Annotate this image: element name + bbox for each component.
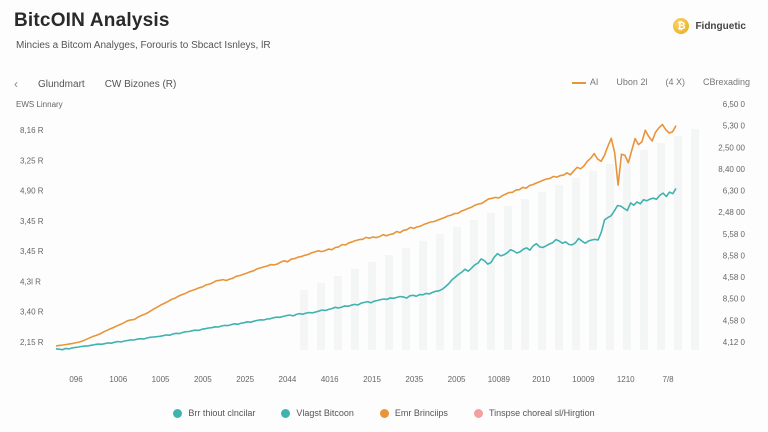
x-tick: 096 — [69, 375, 83, 384]
background-bar — [623, 157, 631, 350]
x-tick: 2044 — [279, 375, 297, 384]
legend-short-label: AI — [589, 77, 599, 87]
y-tick-right: 2,48 00 — [718, 208, 745, 217]
x-tick: 1005 — [152, 375, 170, 384]
background-bar — [368, 262, 376, 350]
brand-label: Fidnguetic — [695, 20, 746, 32]
y-tick-left: 4,90 R — [20, 187, 44, 196]
x-tick: 2035 — [405, 375, 423, 384]
background-bar — [334, 276, 342, 350]
x-tick: 10009 — [572, 375, 595, 384]
background-bar — [521, 199, 529, 350]
x-tick: 2015 — [363, 375, 381, 384]
y-tick-right: 4,58 0 — [723, 273, 746, 282]
background-bar — [555, 185, 563, 350]
y-tick-right: 6,30 0 — [723, 187, 746, 196]
legend-item[interactable]: Brr thiout clncilar — [173, 408, 255, 418]
background-bar — [470, 220, 478, 350]
left-axis-unit: EWS Linnary — [16, 100, 63, 109]
x-tick: 10089 — [488, 375, 511, 384]
background-bar — [351, 269, 359, 350]
y-tick-right: 4,58 0 — [723, 316, 746, 325]
legend-item[interactable]: Vlagst Bitcoon — [281, 408, 354, 418]
zoom-control[interactable]: (4 X) — [665, 77, 685, 87]
x-tick: 2010 — [532, 375, 550, 384]
background-bar — [606, 164, 614, 350]
background-bar — [487, 213, 495, 350]
y-tick-right: 6,50 0 — [723, 100, 746, 109]
background-bar — [300, 290, 308, 350]
y-tick-left: 3,25 R — [20, 156, 44, 165]
y-tick-right: 8,58 0 — [723, 251, 746, 260]
tab-glundmart[interactable]: Glundmart — [38, 78, 85, 90]
legend-swatch — [379, 408, 389, 418]
series-line-orange — [55, 123, 677, 347]
legend-short[interactable]: AI — [571, 77, 599, 87]
legend-label: Tinspse choreal sl/Hirgtion — [488, 408, 595, 418]
series-line-teal — [55, 187, 677, 351]
x-tick: 4016 — [321, 375, 339, 384]
legend-label: Brr thiout clncilar — [188, 408, 256, 418]
y-tick-right: 8,40 00 — [718, 165, 745, 174]
background-bar — [402, 248, 410, 350]
brand[interactable]: ₿ Fidnguetic — [673, 18, 746, 34]
page-title: BitcOIN Analysis — [14, 10, 170, 31]
background-bar — [572, 178, 580, 350]
background-bar — [657, 143, 665, 350]
background-bar — [538, 192, 546, 350]
chart-toolbar: ‹ Glundmart CW Bizones (R) — [14, 77, 176, 91]
background-bar — [691, 129, 699, 350]
orange-line-swatch — [571, 81, 586, 84]
chart-legend: Brr thiout clncilar Vlagst Bitcoon Emr B… — [0, 408, 768, 418]
legend-swatch — [473, 408, 483, 418]
background-bar — [504, 206, 512, 350]
background-bar — [317, 283, 325, 350]
background-bar — [453, 227, 461, 350]
y-tick-right: 5,30 0 — [723, 122, 746, 131]
y-tick-right: 8,50 0 — [723, 295, 746, 304]
background-bar — [674, 136, 682, 350]
background-bar — [436, 234, 444, 350]
x-tick: 7/8 — [662, 375, 674, 384]
tab-cw-bizones[interactable]: CW Bizones (R) — [104, 78, 177, 90]
legend-swatch — [173, 408, 183, 418]
y-tick-left: 3,45 R — [20, 247, 44, 256]
y-tick-left: 3,40 R — [20, 308, 44, 317]
y-tick-right: 2,50 00 — [718, 143, 745, 152]
bitcoin-coin-icon: ₿ — [673, 18, 690, 34]
x-tick: 2025 — [236, 375, 254, 384]
y-tick-left: 8,16 R — [20, 126, 44, 135]
background-bar — [385, 255, 393, 350]
x-tick: 2005 — [194, 375, 212, 384]
background-bar — [589, 171, 597, 350]
x-tick: 1006 — [109, 375, 127, 384]
page-subtitle: Mincies a Bitcom Analyges, Forouris to S… — [16, 40, 271, 51]
y-tick-left: 2,15 R — [20, 338, 44, 347]
chart-controls: AI Ubon 2l (4 X) CBrexading — [571, 77, 750, 87]
legend-item[interactable]: Emr Brinciips — [379, 408, 448, 418]
legend-swatch — [281, 408, 291, 418]
x-tick: 1210 — [617, 375, 635, 384]
range-selector[interactable]: Ubon 2l — [616, 77, 648, 87]
legend-label: Vlagst Bitcoon — [296, 408, 354, 418]
right-axis-title: CBrexading — [702, 77, 750, 87]
y-tick-right: 5,58 0 — [723, 230, 746, 239]
y-tick-right: 4,12 0 — [723, 338, 746, 347]
y-tick-left: 4,3l R — [20, 277, 41, 286]
chevron-left-icon[interactable]: ‹ — [14, 77, 18, 91]
x-tick: 2005 — [448, 375, 466, 384]
background-bar — [640, 150, 648, 350]
legend-item[interactable]: Tinspse choreal sl/Hirgtion — [473, 408, 595, 418]
y-tick-left: 3,45 R — [20, 217, 44, 226]
legend-label: Emr Brinciips — [394, 408, 448, 418]
